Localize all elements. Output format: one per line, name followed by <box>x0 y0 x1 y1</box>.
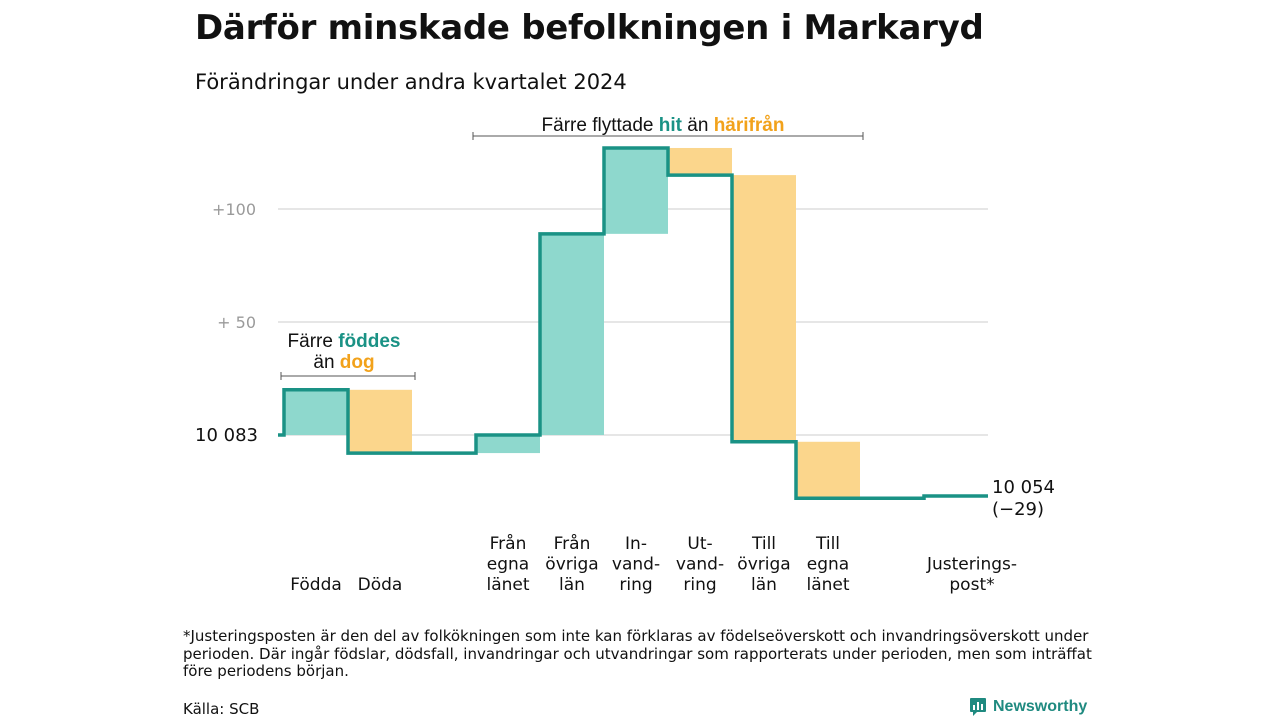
bar-3 <box>476 435 540 454</box>
annotation-part: Färre <box>288 331 339 352</box>
x-category-label: Till övriga län <box>737 534 790 595</box>
bar-4 <box>540 233 604 435</box>
annotation-part: föddes <box>338 331 400 352</box>
source-credit: Källa: SCB <box>183 700 260 718</box>
category-label-line: Till <box>815 534 840 554</box>
bar-1 <box>284 389 348 435</box>
brand-name: Newsworthy <box>993 698 1088 715</box>
category-label-line: länet <box>806 575 849 595</box>
x-category-label: Justerings-post* <box>926 555 1017 596</box>
category-label-line: egna <box>807 555 849 575</box>
bar-2 <box>348 389 412 454</box>
annotation-bracket-migration <box>472 132 864 140</box>
annotation-part: dog <box>340 352 375 373</box>
x-category-label: Födda <box>290 575 342 595</box>
category-label-line: Justerings- <box>926 555 1017 575</box>
bar-6 <box>668 147 732 176</box>
x-category-label: Döda <box>358 575 403 595</box>
category-label-line: ring <box>619 575 652 595</box>
category-label-line: post* <box>949 575 994 595</box>
end-value-label: 10 054 <box>992 477 1055 498</box>
x-category-label: Till egna länet <box>806 534 849 595</box>
x-category-label: Ut-vand-ring <box>676 534 724 595</box>
annotation-births-line1: Färre föddes <box>288 331 401 352</box>
annotation-part: hit <box>659 115 683 136</box>
category-label-line: vand- <box>676 555 724 575</box>
category-label-line: län <box>559 575 585 595</box>
x-category-label: In-vand-ring <box>612 534 660 595</box>
category-label-line: länet <box>486 575 529 595</box>
chart-title: Därför minskade befolkningen i Markaryd <box>195 8 984 48</box>
x-category-label: Från egna länet <box>486 533 529 595</box>
x-category-label: Från övriga län <box>545 533 598 595</box>
newsworthy-logo: Newsworthy <box>969 697 1087 717</box>
category-label-line: Till <box>751 534 776 554</box>
chart-subtitle: Förändringar under andra kvartalet 2024 <box>195 70 627 94</box>
end-change-label: (−29) <box>992 499 1044 520</box>
category-label-line: ring <box>683 575 716 595</box>
category-label-line: Från <box>554 533 591 554</box>
annotation-births-line2: än dog <box>313 352 374 373</box>
category-label-line: Ut- <box>687 534 712 554</box>
annotation-bracket-births <box>280 372 416 380</box>
newsworthy-icon <box>970 698 986 716</box>
annotation-part: än <box>682 115 714 136</box>
category-label-line: egna <box>487 555 529 575</box>
y-tick-label: + 50 <box>217 313 256 332</box>
category-label-line: övriga <box>737 555 790 575</box>
category-label-line: vand- <box>612 555 660 575</box>
category-label-line: Födda <box>290 575 342 595</box>
y-tick-label: +100 <box>212 200 256 219</box>
category-label-line: län <box>751 575 777 595</box>
category-label-line: övriga <box>545 555 598 575</box>
category-label-line: Från <box>490 533 527 554</box>
annotation-part: härifrån <box>714 115 785 136</box>
bar-5 <box>604 147 668 234</box>
annotation-part: än <box>313 352 339 373</box>
footnote: *Justeringsposten är den del av folkökni… <box>183 627 1092 680</box>
running-total-line <box>278 146 988 501</box>
bar-7 <box>732 175 796 442</box>
category-label-line: Döda <box>358 575 403 595</box>
bar-8 <box>796 441 860 499</box>
category-label-line: In- <box>625 534 647 554</box>
annotation-part: Färre flyttade <box>542 115 659 136</box>
annotation-migration: Färre flyttade hit än härifrån <box>542 115 785 136</box>
start-value-label: 10 083 <box>195 425 258 446</box>
